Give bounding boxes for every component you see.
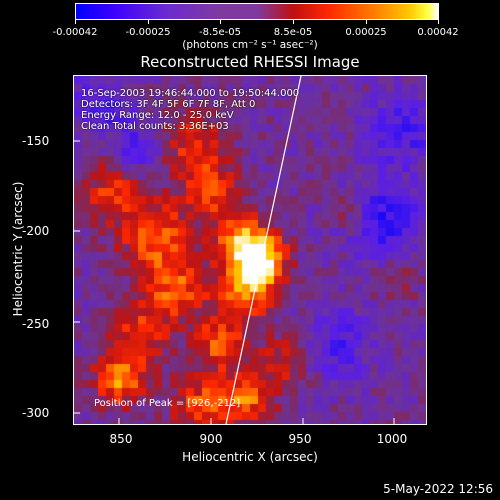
y-tick-label: -150 [22,134,50,148]
info-energy-range: Energy Range: 12.0 - 25.0 keV [81,110,234,121]
colorbar-tick-mark [438,20,439,24]
y-tick-label: -300 [22,406,50,420]
y-tick-label: -200 [22,224,50,238]
colorbar-tick-label: 0.00025 [345,27,387,38]
chart-title: Reconstructed RHESSI Image [140,53,360,71]
limb-overlay [225,76,302,424]
colorbar-tick-mark [293,20,294,24]
x-tick-label: 1000 [376,432,408,446]
info-total-counts: Clean Total counts: 3.36E+03 [81,121,229,132]
colorbar-tick-mark [148,20,149,24]
peak-position-text: Position of Peak = [926,-212] [94,398,241,409]
colorbar-units: (photons cm⁻² s⁻¹ asec⁻²) [182,39,318,51]
colorbar-tick-label: -8.5e-05 [199,27,241,38]
x-axis-label: Heliocentric X (arcsec) [182,450,318,464]
x-tick-label: 900 [199,432,223,446]
info-time-range: 16-Sep-2003 19:46:44.000 to 19:50:44.000 [81,88,300,99]
solar-limb-line [225,76,302,424]
colorbar [75,3,439,20]
x-tick-label: 950 [288,432,312,446]
colorbar-tick-label: -0.00025 [125,27,171,38]
colorbar-tick-mark [220,20,221,24]
colorbar-tick-label: 8.5e-05 [273,27,313,38]
colorbar-tick-label: 0.00042 [417,27,459,38]
y-axis-label: Heliocentric Y (arcsec) [11,181,25,317]
y-tick-label: -250 [22,317,50,331]
colorbar-tick-mark [75,20,76,24]
timestamp: 5-May-2022 12:56 [383,482,493,496]
x-tick-label: 850 [109,432,133,446]
colorbar-tick-label: -0.00042 [52,27,98,38]
plot-area: 16-Sep-2003 19:46:44.000 to 19:50:44.000… [73,75,427,425]
info-detectors: Detectors: 3F 4F 5F 6F 7F 8F, Att 0 [81,99,256,110]
heatmap-image [74,76,426,424]
colorbar-tick-mark [366,20,367,24]
